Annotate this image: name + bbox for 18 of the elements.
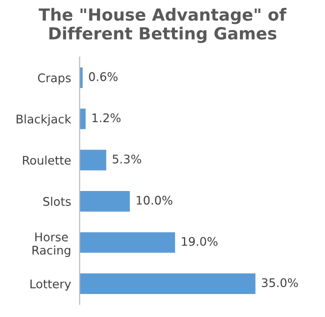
bar: [80, 150, 106, 170]
data-label: 35.0%: [262, 278, 298, 288]
data-label: 19.0%: [182, 237, 218, 246]
data-label: 10.0%: [136, 196, 172, 205]
bar: [80, 108, 86, 130]
bar: [80, 190, 130, 212]
data-label: 0.6%: [88, 72, 118, 82]
y-tick-label: Craps: [38, 73, 71, 85]
y-tick-label: Lottery: [30, 280, 71, 291]
chart-title: The "House Advantage" of Different Betting Games: [38, 8, 287, 43]
bar: [80, 232, 176, 253]
data-label: 1.2%: [92, 113, 121, 122]
data-label: 5.3%: [112, 154, 142, 164]
bar: [80, 273, 256, 294]
y-tick-label: Blackjack: [16, 114, 72, 126]
y-tick-label: Slots: [43, 196, 71, 206]
y-tick-label: Horse Racing: [32, 232, 70, 257]
y-tick-label: Roulette: [23, 156, 71, 165]
